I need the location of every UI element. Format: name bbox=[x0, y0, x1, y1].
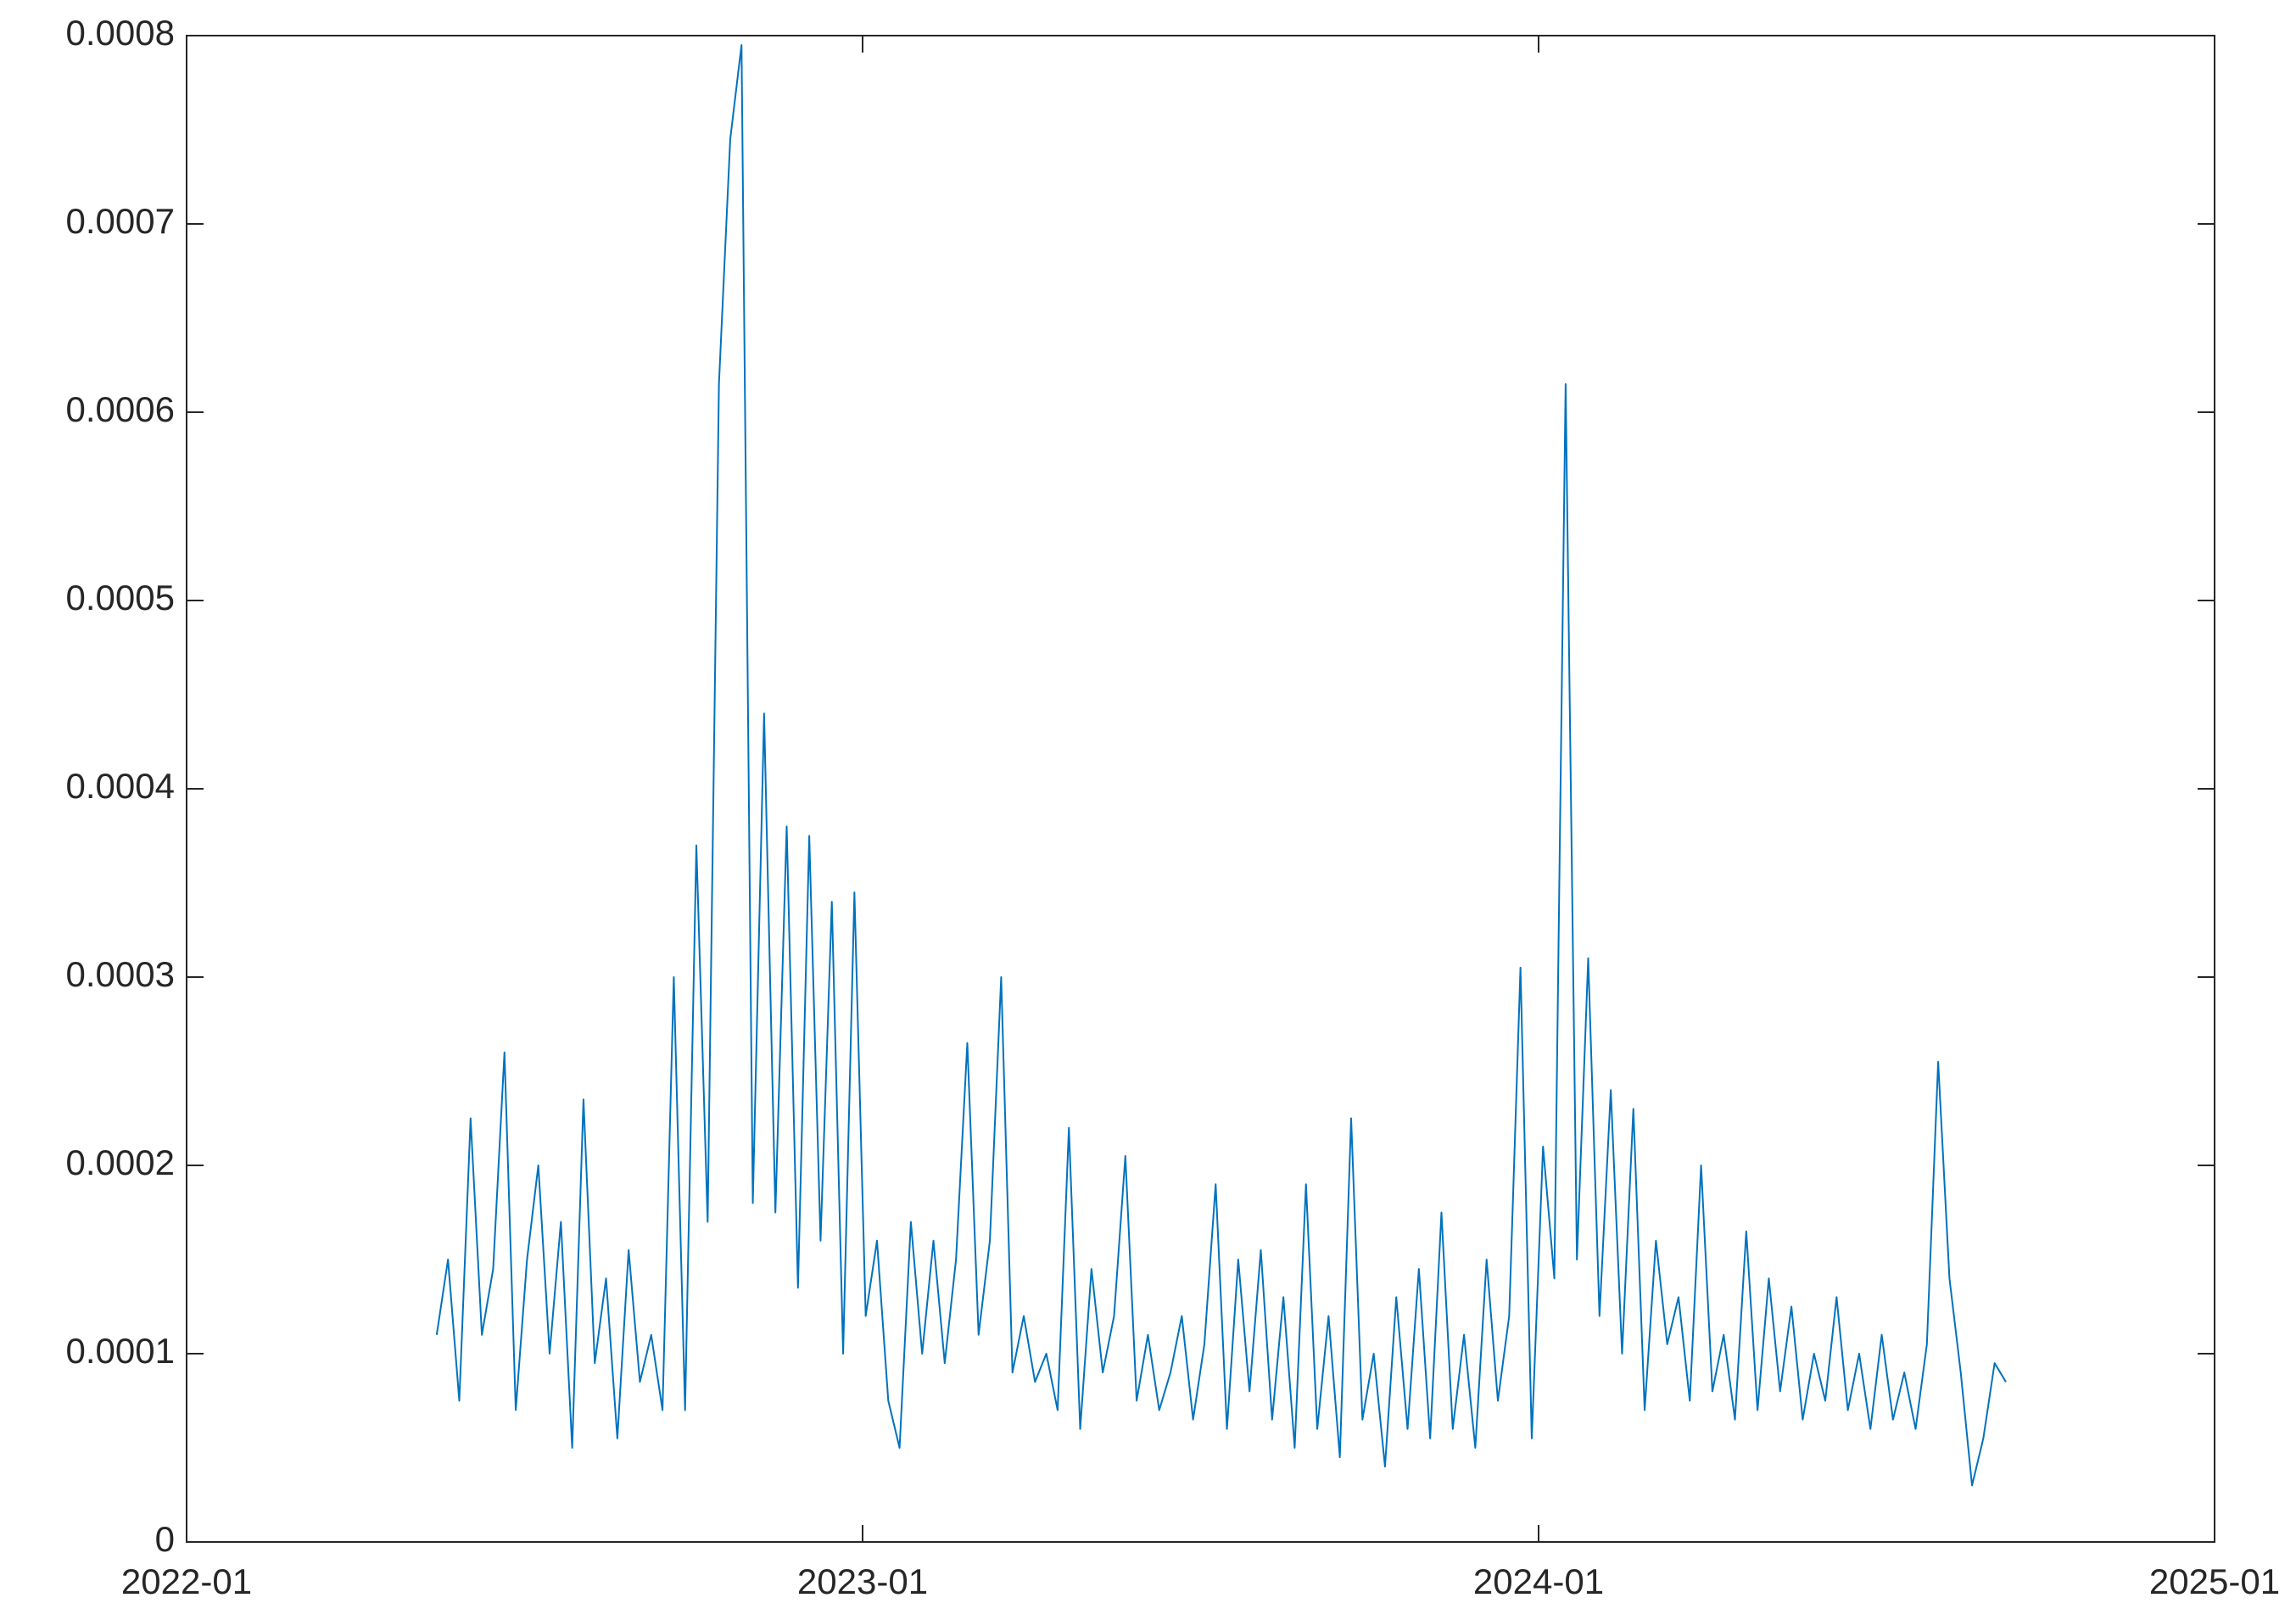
x-tick-label: 2023-01 bbox=[797, 1561, 928, 1601]
y-tick-label: 0.0008 bbox=[66, 13, 175, 53]
y-tick-label: 0.0007 bbox=[66, 201, 175, 241]
y-tick-label: 0.0006 bbox=[66, 389, 175, 429]
y-tick-label: 0 bbox=[155, 1519, 175, 1559]
plot-frame bbox=[186, 35, 2215, 1543]
y-tick-label: 0.0003 bbox=[66, 954, 175, 994]
data-line bbox=[435, 44, 2007, 1487]
y-tick-label: 0.0001 bbox=[66, 1331, 175, 1371]
x-tick-label: 2022-01 bbox=[121, 1561, 252, 1601]
x-tick-label: 2025-01 bbox=[2149, 1561, 2280, 1601]
y-tick-label: 0.0004 bbox=[66, 766, 175, 806]
y-tick-label: 0.0005 bbox=[66, 578, 175, 617]
y-tick-label: 0.0002 bbox=[66, 1142, 175, 1182]
x-tick-label: 2024-01 bbox=[1473, 1561, 1604, 1601]
